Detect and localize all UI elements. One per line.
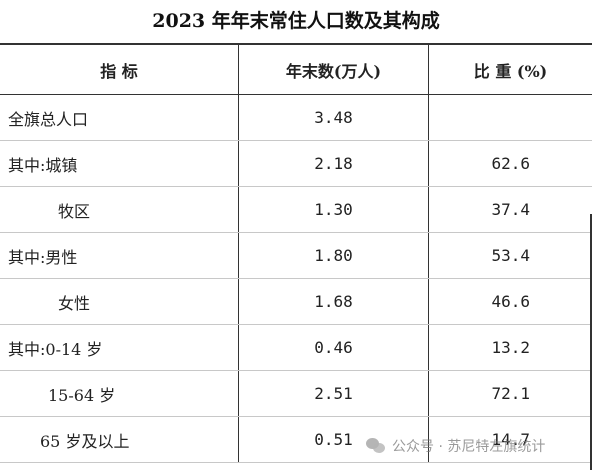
header-proportion: 比 重 (%): [428, 43, 592, 95]
table-row: 65 岁及以上 0.51 14.7: [0, 416, 592, 463]
wechat-icon: [366, 437, 386, 455]
row-percent: 53.4: [428, 232, 592, 279]
table-title: 2023 年年末常住人口数及其构成: [152, 10, 440, 32]
watermark-text: 公众号 · 苏尼特左旗统计: [392, 439, 546, 455]
row-percent: 62.6: [428, 140, 592, 187]
row-value: 1.68: [238, 278, 429, 325]
table-row: 女性 1.68 46.6: [0, 278, 592, 325]
row-percent: 72.1: [428, 370, 592, 417]
row-percent: [428, 94, 592, 141]
table-row: 其中:城镇 2.18 62.6: [0, 140, 592, 187]
row-value: 1.80: [238, 232, 429, 279]
row-label: 其中:城镇: [0, 140, 239, 187]
header-year-end-count: 年末数(万人): [238, 43, 429, 95]
watermark: 公众号 · 苏尼特左旗统计: [366, 432, 545, 460]
row-value: 0.51: [238, 416, 429, 463]
row-value: 2.18: [238, 140, 429, 187]
row-value: 1.30: [238, 186, 429, 233]
row-percent: 14.7: [428, 416, 592, 463]
table-row: 牧区 1.30 37.4: [0, 186, 592, 233]
row-value: 3.48: [238, 94, 429, 141]
table-row: 15-64 岁 2.51 72.1: [0, 370, 592, 417]
row-label: 15-64 岁: [0, 370, 239, 417]
row-percent: 37.4: [428, 186, 592, 233]
row-label: 65 岁及以上: [0, 416, 239, 463]
row-label: 其中:0-14 岁: [0, 324, 239, 371]
table-row: 其中:男性 1.80 53.4: [0, 232, 592, 279]
row-label: 牧区: [0, 186, 239, 233]
population-table: 指 标 年末数(万人) 比 重 (%) 全旗总人口 3.48 其中:城镇 2.1…: [0, 43, 592, 463]
row-label: 全旗总人口: [0, 94, 239, 141]
row-percent: 46.6: [428, 278, 592, 325]
table-row: 全旗总人口 3.48: [0, 94, 592, 141]
row-label: 其中:男性: [0, 232, 239, 279]
row-percent: 13.2: [428, 324, 592, 371]
row-value: 0.46: [238, 324, 429, 371]
header-indicator: 指 标: [0, 43, 239, 95]
right-border: [590, 214, 592, 470]
row-value: 2.51: [238, 370, 429, 417]
row-label: 女性: [0, 278, 239, 325]
table-header-row: 指 标 年末数(万人) 比 重 (%): [0, 43, 592, 95]
table-row: 其中:0-14 岁 0.46 13.2: [0, 324, 592, 371]
